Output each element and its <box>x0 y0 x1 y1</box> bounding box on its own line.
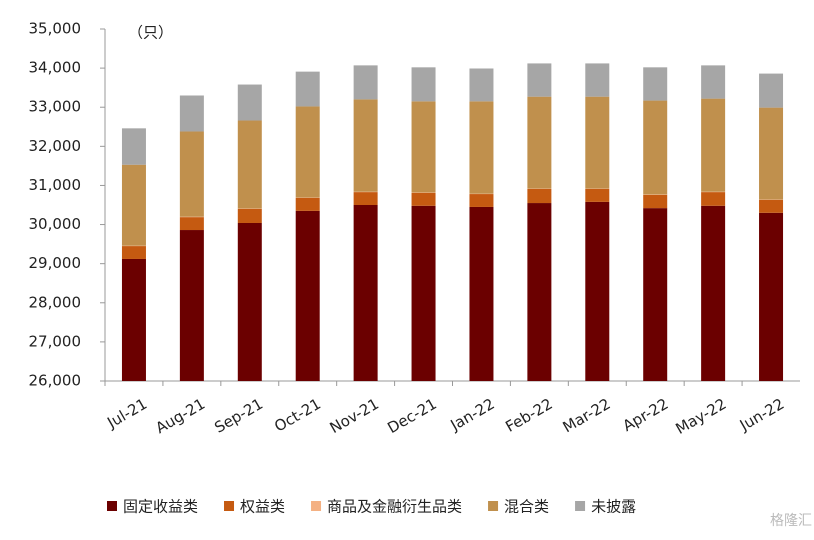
y-tick-label: 26,000 <box>29 372 82 390</box>
x-tick-label: Aug-21 <box>153 395 209 437</box>
bar-segment <box>643 208 667 381</box>
y-tick-label: 30,000 <box>29 215 82 233</box>
y-tick-label: 31,000 <box>29 176 82 194</box>
bar-segment <box>469 101 493 193</box>
bar-segment <box>122 165 146 246</box>
bar-segment <box>122 259 146 381</box>
x-tick-label: Oct-21 <box>271 395 324 436</box>
legend-label: 商品及金融衍生品类 <box>327 498 462 516</box>
bar-segment <box>296 72 320 107</box>
bar-segment <box>643 67 667 100</box>
bar-segment <box>469 194 493 207</box>
bar-segment <box>296 198 320 211</box>
bar-segment <box>701 206 725 381</box>
bar-segment <box>469 207 493 381</box>
y-tick-label: 32,000 <box>29 137 82 155</box>
bar-segment <box>354 192 378 205</box>
bar-segment <box>238 209 262 223</box>
bar-segment <box>701 65 725 98</box>
bar-segment <box>527 63 551 96</box>
bar-segment <box>527 189 551 203</box>
legend-swatch <box>311 501 321 511</box>
bar-segment <box>643 195 667 208</box>
bar-segment <box>643 101 667 195</box>
bar-segment <box>180 230 204 381</box>
legend-swatch <box>224 501 234 511</box>
y-tick-label: 29,000 <box>29 254 82 272</box>
bar-segment <box>354 205 378 381</box>
bar-segment <box>759 200 783 213</box>
legend-label: 混合类 <box>504 498 549 516</box>
bar-segment <box>412 67 436 101</box>
bar-segment <box>412 193 436 206</box>
x-tick-label: Jun-22 <box>736 395 787 435</box>
y-tick-label: 27,000 <box>29 332 82 350</box>
bar-segment <box>585 63 609 96</box>
x-tick-label: Nov-21 <box>327 395 382 437</box>
unit-label: （只） <box>128 24 173 42</box>
bar-segment <box>585 202 609 381</box>
bar-segment <box>759 74 783 108</box>
bar-segment <box>180 217 204 230</box>
bar-segment <box>412 206 436 381</box>
x-tick-label: Jul-21 <box>103 395 150 432</box>
y-tick-label: 35,000 <box>29 20 82 38</box>
legend-label: 权益类 <box>240 498 285 516</box>
bar-segment <box>585 97 609 189</box>
legend-swatch <box>107 501 117 511</box>
x-tick-label: Feb-22 <box>502 395 555 436</box>
bar-segment <box>759 213 783 381</box>
bar-segment <box>238 223 262 381</box>
y-tick-label: 28,000 <box>29 293 82 311</box>
legend-swatch <box>575 501 585 511</box>
x-tick-label: Sep-21 <box>211 395 266 437</box>
bar-segment <box>122 128 146 164</box>
y-tick-label: 34,000 <box>29 59 82 77</box>
legend-label: 未披露 <box>591 498 636 516</box>
legend-label: 固定收益类 <box>123 498 198 516</box>
legend-swatch <box>488 501 498 511</box>
bar-segment <box>122 246 146 259</box>
x-tick-label: Jan-22 <box>447 395 498 435</box>
watermark: 格隆汇 <box>770 513 812 529</box>
bar-segment <box>354 99 378 191</box>
bar-segment <box>527 97 551 189</box>
bar-segment <box>296 211 320 381</box>
bar-segment <box>412 101 436 192</box>
bar-segment <box>180 95 204 131</box>
bar-segment <box>180 131 204 216</box>
bar-segment <box>469 69 493 102</box>
x-tick-label: Mar-22 <box>560 395 614 437</box>
bar-segment <box>759 108 783 200</box>
x-tick-label: Apr-22 <box>620 395 672 435</box>
bar-segment <box>585 189 609 202</box>
x-tick-label: Dec-21 <box>384 395 439 437</box>
bar-segment <box>701 192 725 206</box>
bar-segment <box>296 106 320 197</box>
bar-segment <box>701 99 725 192</box>
bar-segment <box>527 203 551 381</box>
y-tick-label: 33,000 <box>29 98 82 116</box>
bar-segment <box>354 65 378 99</box>
x-tick-label: May-22 <box>673 395 730 438</box>
bar-segment <box>238 85 262 121</box>
bar-segment <box>238 121 262 209</box>
